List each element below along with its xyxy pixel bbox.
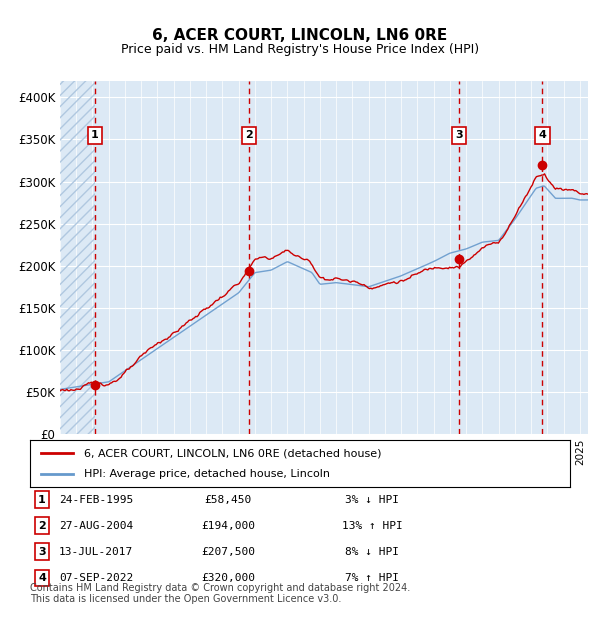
Text: 3: 3 [455, 130, 463, 140]
Text: 24-FEB-1995: 24-FEB-1995 [59, 495, 133, 505]
Text: 6, ACER COURT, LINCOLN, LN6 0RE: 6, ACER COURT, LINCOLN, LN6 0RE [152, 28, 448, 43]
Text: 1: 1 [91, 130, 99, 140]
Text: HPI: Average price, detached house, Lincoln: HPI: Average price, detached house, Linc… [84, 469, 330, 479]
Text: 6, ACER COURT, LINCOLN, LN6 0RE (detached house): 6, ACER COURT, LINCOLN, LN6 0RE (detache… [84, 448, 382, 458]
Text: 13% ↑ HPI: 13% ↑ HPI [341, 521, 403, 531]
Text: 2: 2 [245, 130, 253, 140]
Text: £207,500: £207,500 [201, 547, 255, 557]
Text: Price paid vs. HM Land Registry's House Price Index (HPI): Price paid vs. HM Land Registry's House … [121, 43, 479, 56]
Text: 4: 4 [538, 130, 546, 140]
Text: £194,000: £194,000 [201, 521, 255, 531]
Text: 4: 4 [38, 573, 46, 583]
Text: 27-AUG-2004: 27-AUG-2004 [59, 521, 133, 531]
Text: 07-SEP-2022: 07-SEP-2022 [59, 573, 133, 583]
Text: Contains HM Land Registry data © Crown copyright and database right 2024.
This d: Contains HM Land Registry data © Crown c… [30, 583, 410, 604]
Text: 3: 3 [38, 547, 46, 557]
Text: 8% ↓ HPI: 8% ↓ HPI [345, 547, 399, 557]
Text: 7% ↑ HPI: 7% ↑ HPI [345, 573, 399, 583]
Text: 2: 2 [38, 521, 46, 531]
Bar [60, 81, 95, 434]
Text: 3% ↓ HPI: 3% ↓ HPI [345, 495, 399, 505]
Text: £320,000: £320,000 [201, 573, 255, 583]
Text: 13-JUL-2017: 13-JUL-2017 [59, 547, 133, 557]
Text: £58,450: £58,450 [205, 495, 251, 505]
Text: 1: 1 [38, 495, 46, 505]
